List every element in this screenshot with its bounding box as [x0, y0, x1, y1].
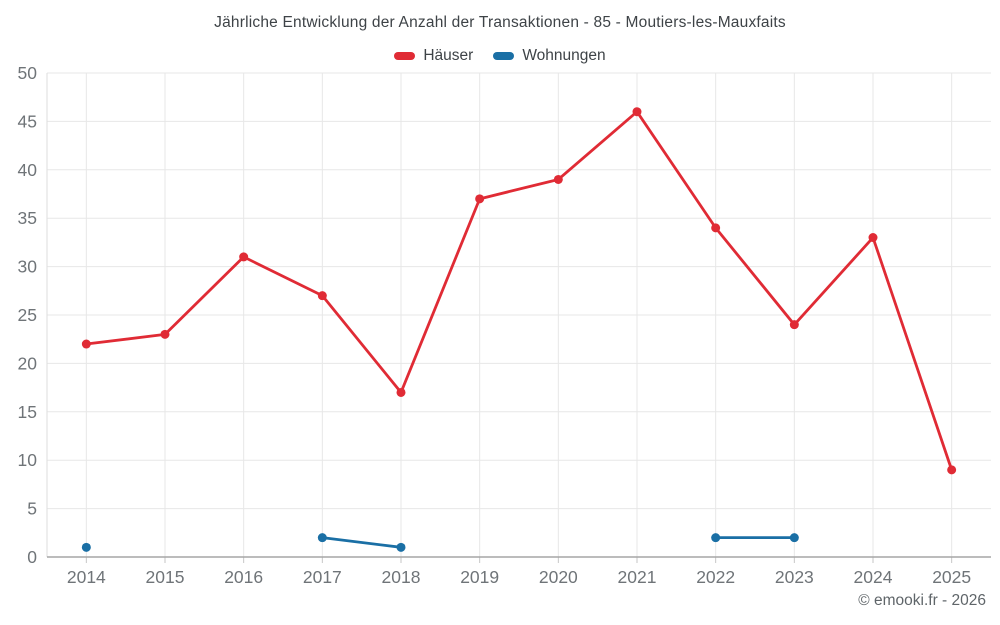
copyright-footer: © emooki.fr - 2026 — [858, 592, 986, 609]
y-axis-tick-label: 25 — [18, 305, 37, 325]
series-line-häuser — [84, 110, 954, 472]
x-axis-tick-label: 2019 — [460, 567, 499, 587]
x-axis-tick-label: 2021 — [618, 567, 657, 587]
data-point-häuser[interactable] — [789, 320, 799, 330]
chart-legend: Häuser Wohnungen — [0, 47, 1000, 65]
data-point-häuser[interactable] — [553, 174, 563, 184]
x-axis-tick-label: 2024 — [854, 567, 893, 587]
data-point-wohnungen[interactable] — [789, 533, 799, 543]
x-axis-tick-label: 2015 — [146, 567, 185, 587]
x-axis-tick-label: 2020 — [539, 567, 578, 587]
y-axis-tick-label: 30 — [18, 257, 38, 277]
data-point-häuser[interactable] — [947, 465, 957, 475]
data-point-wohnungen[interactable] — [317, 533, 327, 543]
data-point-häuser[interactable] — [317, 291, 327, 301]
data-point-häuser[interactable] — [396, 387, 406, 397]
data-point-häuser[interactable] — [160, 329, 170, 339]
data-point-häuser[interactable] — [239, 252, 249, 262]
x-axis-tick-label: 2018 — [382, 567, 421, 587]
y-axis-tick-label: 15 — [18, 402, 37, 422]
data-point-wohnungen[interactable] — [81, 542, 91, 552]
wohnungen-legend-swatch-icon — [493, 52, 515, 60]
data-point-häuser[interactable] — [81, 339, 91, 349]
data-point-häuser[interactable] — [711, 223, 721, 233]
series-line-wohnungen — [320, 536, 403, 549]
x-axis-tick-label: 2016 — [224, 567, 263, 587]
data-point-häuser[interactable] — [868, 233, 878, 243]
hauser-legend-swatch-icon — [394, 52, 416, 60]
data-point-häuser[interactable] — [632, 107, 642, 117]
x-axis-tick-label: 2014 — [67, 567, 106, 587]
data-point-häuser[interactable] — [475, 194, 485, 204]
y-axis-tick-label: 35 — [18, 208, 37, 228]
y-axis-tick-label: 50 — [18, 63, 38, 83]
y-axis-tick-label: 20 — [18, 353, 38, 373]
x-axis-tick-label: 2023 — [775, 567, 814, 587]
legend-item-wohnungen[interactable]: Wohnungen — [493, 47, 606, 65]
chart-title: Jährliche Entwicklung der Anzahl der Tra… — [214, 14, 786, 31]
y-axis-tick-label: 45 — [18, 111, 37, 131]
y-axis-tick-label: 10 — [18, 450, 38, 470]
y-axis-tick-label: 5 — [27, 499, 37, 519]
x-axis-tick-label: 2022 — [696, 567, 735, 587]
data-point-wohnungen[interactable] — [396, 542, 406, 552]
y-axis-tick-label: 0 — [27, 547, 37, 567]
legend-label-wohnungen: Wohnungen — [522, 47, 606, 64]
y-axis-tick-label: 40 — [18, 160, 38, 180]
legend-item-hauser[interactable]: Häuser — [394, 47, 473, 65]
x-axis-tick-label: 2017 — [303, 567, 342, 587]
legend-label-hauser: Häuser — [423, 47, 474, 64]
data-point-wohnungen[interactable] — [711, 533, 721, 543]
x-axis-tick-label: 2025 — [932, 567, 971, 587]
